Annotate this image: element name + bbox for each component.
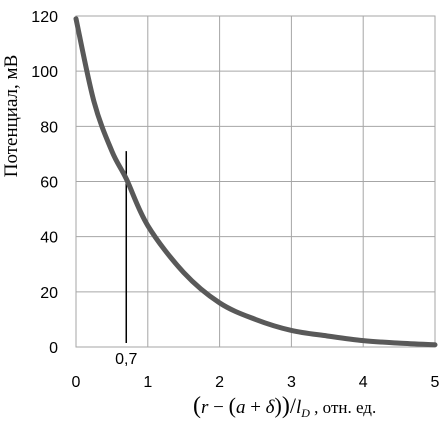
annotation-label: 0,7 (115, 351, 137, 368)
series-group (73, 16, 438, 348)
y-tick-label: 0 (49, 340, 58, 357)
series-line (73, 16, 438, 348)
y-tick-label: 120 (31, 9, 58, 26)
x-label-open: ( (193, 393, 201, 419)
x-label-l: l (296, 397, 301, 418)
x-label-r: r (201, 397, 209, 418)
x-tick-label: 1 (143, 374, 152, 391)
x-label-sub: D (300, 406, 310, 420)
x-label-slash: / (290, 393, 297, 418)
x-label-minus: − (208, 397, 228, 418)
y-tick-label: 40 (40, 230, 58, 247)
x-axis-label: (r − (a + δ))/lD , отн. ед. (193, 393, 376, 420)
plot-frame (75, 15, 436, 348)
y-tick-label: 20 (40, 285, 58, 302)
x-tick-label: 4 (359, 374, 368, 391)
y-tick-label: 80 (40, 119, 58, 136)
x-tick-label: 2 (215, 374, 224, 391)
x-label-close: ) (282, 393, 290, 419)
x-label-inner-close: ) (275, 393, 282, 418)
x-tick-label: 0 (72, 374, 81, 391)
x-label-plus: + (245, 397, 265, 418)
x-label-a: a (236, 397, 246, 418)
axes (75, 15, 436, 348)
x-label-unit: , отн. ед. (310, 398, 376, 417)
x-label-inner-open: ( (229, 393, 236, 418)
y-tick-labels: 0 20 40 60 80 100 120 (31, 9, 58, 357)
y-axis-label: Потенциал, мВ (1, 55, 22, 178)
y-tick-label: 100 (31, 64, 58, 81)
x-tick-labels: 0 1 2 3 4 5 (72, 374, 440, 391)
y-tick-label: 60 (40, 175, 58, 192)
x-tick-label: 3 (287, 374, 296, 391)
x-tick-label: 5 (431, 374, 440, 391)
x-label-delta: δ (266, 397, 276, 418)
